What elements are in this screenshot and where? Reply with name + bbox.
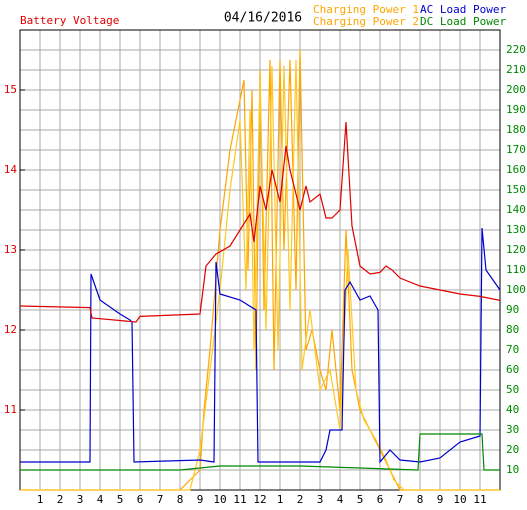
- x-tick-label: 7: [397, 493, 404, 506]
- legend-battery: Battery Voltage: [20, 14, 119, 27]
- y2-tick-label: 140: [506, 203, 526, 216]
- x-tick-label: 10: [213, 493, 226, 506]
- x-tick-label: 11: [233, 493, 246, 506]
- chart-title: 04/16/2016: [224, 11, 302, 26]
- y2-tick-label: 40: [506, 403, 519, 416]
- x-tick-label: 9: [197, 493, 204, 506]
- y2-tick-label: 160: [506, 163, 526, 176]
- y2-tick-label: 80: [506, 323, 519, 336]
- y2-tick-label: 50: [506, 383, 519, 396]
- legend-dc-load: DC Load Power: [420, 15, 506, 28]
- x-tick-label: 1: [277, 493, 284, 506]
- x-tick-label: 8: [417, 493, 424, 506]
- y2-tick-label: 130: [506, 223, 526, 236]
- plot-frame: [19, 29, 501, 491]
- series-line: [19, 121, 501, 323]
- x-tick-label: 7: [157, 493, 164, 506]
- x-tick-label: 6: [137, 493, 144, 506]
- x-tick-label: 4: [337, 493, 344, 506]
- y2-tick-label: 150: [506, 183, 526, 196]
- y2-tick-label: 120: [506, 243, 526, 256]
- y2-tick-label: 90: [506, 303, 519, 316]
- x-tick-label: 9: [437, 493, 444, 506]
- y2-tick-label: 100: [506, 283, 526, 296]
- y2-tick-label: 220: [506, 43, 526, 56]
- series-line: [20, 49, 500, 491]
- x-tick-label: 1: [37, 493, 44, 506]
- y2-tick-label: 20: [506, 443, 519, 456]
- y-tick-label: 11: [4, 403, 17, 416]
- series-line: [20, 433, 500, 471]
- y2-tick-label: 10: [506, 463, 519, 476]
- y2-tick-label: 210: [506, 63, 526, 76]
- y2-tick-label: 30: [506, 423, 519, 436]
- x-tick-label: 2: [57, 493, 64, 506]
- y-tick-label: 15: [4, 83, 17, 96]
- y2-tick-label: 70: [506, 343, 519, 356]
- y2-tick-label: 180: [506, 123, 526, 136]
- x-tick-label: 8: [177, 493, 184, 506]
- y2-tick-label: 190: [506, 103, 526, 116]
- x-tick-label: 10: [453, 493, 466, 506]
- legend-ac-load: AC Load Power: [420, 3, 506, 16]
- y-tick-label: 14: [4, 163, 18, 176]
- y2-tick-label: 170: [506, 143, 526, 156]
- y-tick-label: 12: [4, 323, 17, 336]
- y-tick-label: 13: [4, 243, 17, 256]
- x-tick-label: 6: [377, 493, 384, 506]
- x-tick-label: 2: [297, 493, 304, 506]
- legend-charging-2: Charging Power 2: [313, 15, 419, 28]
- x-tick-label: 5: [117, 493, 124, 506]
- x-tick-label: 11: [473, 493, 486, 506]
- x-tick-label: 3: [317, 493, 324, 506]
- y2-tick-label: 110: [506, 263, 526, 276]
- series-line: [20, 59, 500, 491]
- legend-charging-1: Charging Power 1: [313, 3, 419, 16]
- y2-tick-label: 200: [506, 83, 526, 96]
- x-tick-label: 3: [77, 493, 84, 506]
- x-tick-label: 4: [97, 493, 104, 506]
- x-tick-label: 12: [253, 493, 266, 506]
- y2-tick-label: 60: [506, 363, 519, 376]
- x-tick-label: 5: [357, 493, 364, 506]
